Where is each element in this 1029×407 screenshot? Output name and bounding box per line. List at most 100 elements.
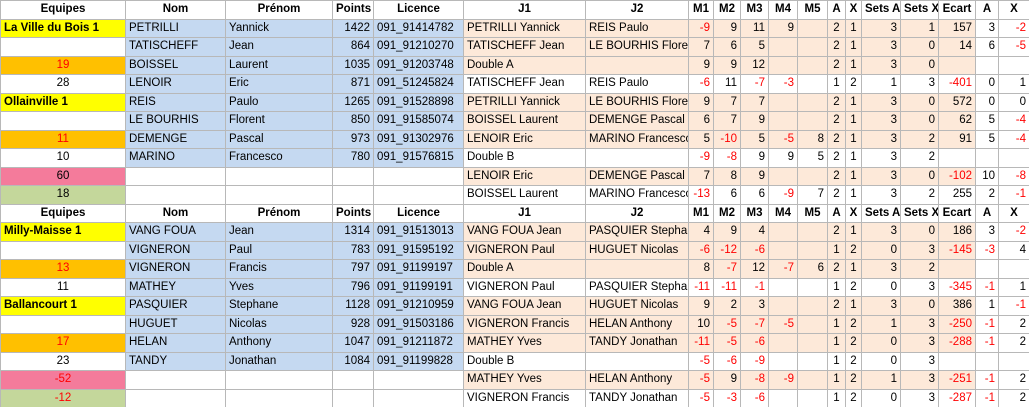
- cell: [585, 259, 689, 279]
- header-cell: Equipes: [0, 0, 126, 20]
- cell: Double A: [463, 55, 586, 75]
- data-row: 18 BOISSEL Laurent MARINO Francesco -13 6 6 -9…: [0, 185, 1029, 205]
- cell: -7: [740, 74, 769, 94]
- header-cell: Prénom: [225, 0, 333, 20]
- cell: 2: [827, 92, 846, 112]
- team-cell: Ballancourt 1: [0, 296, 126, 316]
- cell: Paulo: [225, 92, 333, 112]
- cell: -5: [688, 388, 714, 407]
- cell: -8: [740, 370, 769, 390]
- cell: -6: [688, 74, 714, 94]
- data-row: Ballancourt 1 PASQUIER Stephane 1128 091_912…: [0, 296, 1029, 316]
- team-cell: 23: [0, 351, 126, 371]
- data-row: 28 LENOIR Eric 871 091_51245824 TATISCHEFF Je…: [0, 74, 1029, 94]
- cell: 1: [827, 333, 846, 353]
- cell: -102: [938, 166, 976, 186]
- cell: 1: [998, 277, 1029, 297]
- cell: 091_91503186: [373, 314, 464, 334]
- team-cell: [0, 37, 126, 57]
- cell: 1: [845, 129, 862, 149]
- cell: 1265: [332, 92, 374, 112]
- cell: [768, 296, 798, 316]
- cell: -3: [713, 388, 741, 407]
- cell: 3: [861, 166, 901, 186]
- cell: HELAN: [125, 333, 226, 353]
- cell: 3: [861, 222, 901, 242]
- cell: 7: [688, 166, 714, 186]
- cell: Francis: [225, 259, 333, 279]
- cell: [332, 370, 374, 390]
- cell: VANG FOUA Jean: [463, 296, 586, 316]
- cell: MATHEY: [125, 277, 226, 297]
- cell: -7: [713, 259, 741, 279]
- cell: 1: [861, 370, 901, 390]
- cell: 2: [827, 222, 846, 242]
- cell: -9: [740, 351, 769, 371]
- team-cell: [0, 111, 126, 131]
- header-cell: M5: [797, 0, 828, 20]
- cell: [768, 222, 798, 242]
- cell: [797, 277, 828, 297]
- cell: VIGNERON Francis: [463, 388, 586, 407]
- cell: 2: [827, 259, 846, 279]
- cell: Yves: [225, 277, 333, 297]
- cell: VIGNERON: [125, 240, 226, 260]
- cell: [938, 55, 976, 75]
- cell: [797, 314, 828, 334]
- cell: MARINO Francesco: [585, 129, 689, 149]
- cell: 091_91199828: [373, 351, 464, 371]
- cell: 1084: [332, 351, 374, 371]
- header-cell: Sets A: [861, 203, 901, 223]
- cell: 9: [688, 92, 714, 112]
- cell: 3: [861, 148, 901, 168]
- cell: -1: [975, 388, 999, 407]
- cell: -6: [688, 240, 714, 260]
- cell: 7: [713, 92, 741, 112]
- cell: 0: [861, 277, 901, 297]
- cell: 0: [975, 74, 999, 94]
- cell: 0: [900, 92, 939, 112]
- cell: DEMENGE: [125, 129, 226, 149]
- cell: HELAN Anthony: [585, 314, 689, 334]
- data-row: HUGUET Nicolas 928 091_91503186 VIGNERON Fra…: [0, 314, 1029, 334]
- team-cell: [0, 240, 126, 260]
- cell: -251: [938, 370, 976, 390]
- cell: 9: [713, 370, 741, 390]
- cell: 2: [845, 333, 862, 353]
- cell: 2: [827, 55, 846, 75]
- team-cell: 18: [0, 185, 126, 205]
- header-cell: A: [975, 0, 999, 20]
- cell: -4: [998, 111, 1029, 131]
- team-cell: La Ville du Bois 1: [0, 18, 126, 38]
- cell: 7: [713, 111, 741, 131]
- cell: -287: [938, 388, 976, 407]
- cell: [768, 55, 798, 75]
- cell: Double A: [463, 259, 586, 279]
- cell: 157: [938, 18, 976, 38]
- cell: 3: [861, 37, 901, 57]
- cell: [938, 259, 976, 279]
- cell: [797, 92, 828, 112]
- cell: 797: [332, 259, 374, 279]
- cell: -1: [975, 314, 999, 334]
- cell: 091_91199191: [373, 277, 464, 297]
- cell: 1: [845, 222, 862, 242]
- cell: -9: [768, 185, 798, 205]
- cell: 6: [713, 37, 741, 57]
- cell: 12: [740, 55, 769, 75]
- cell: Eric: [225, 74, 333, 94]
- cell: REIS: [125, 92, 226, 112]
- cell: 2: [827, 18, 846, 38]
- cell: 255: [938, 185, 976, 205]
- header-cell: M3: [740, 0, 769, 20]
- cell: 928: [332, 314, 374, 334]
- team-cell: 11: [0, 129, 126, 149]
- header-cell: M1: [688, 0, 714, 20]
- header-cell: Points: [332, 203, 374, 223]
- cell: LE BOURHIS Floren: [585, 37, 689, 57]
- data-row: 60 LENOIR Eric DEMENGE Pascal 7 8 9 2 1 3 0 -102 10…: [0, 166, 1029, 186]
- cell: [125, 166, 226, 186]
- cell: 3: [861, 129, 901, 149]
- cell: -1: [998, 296, 1029, 316]
- cell: 871: [332, 74, 374, 94]
